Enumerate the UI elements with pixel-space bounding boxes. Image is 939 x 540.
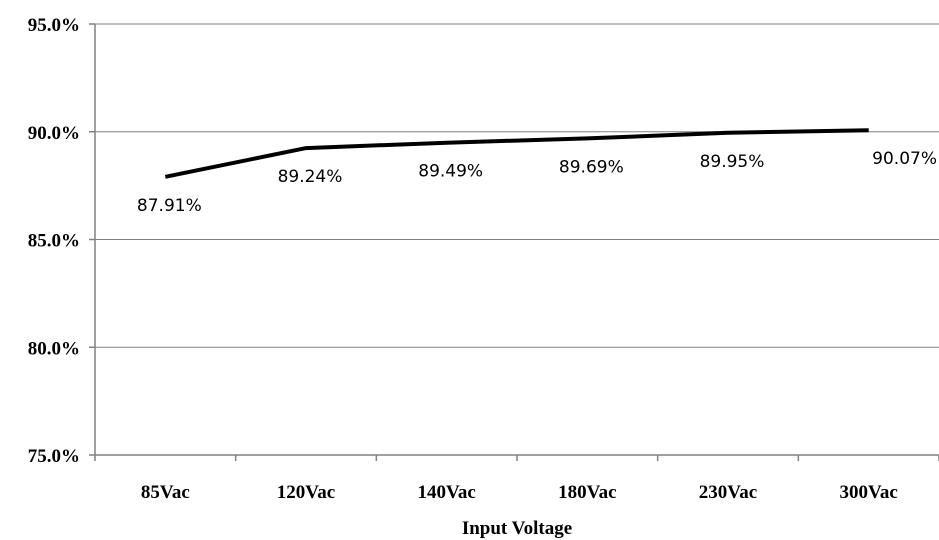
x-tick-label: 120Vac xyxy=(277,482,335,503)
data-labels: 87.91% 89.24% 89.49% 89.69% 89.95% 90.07% xyxy=(137,149,937,216)
y-tick-label: 85.0% xyxy=(28,231,80,252)
x-tick-label: 300Vac xyxy=(839,482,897,503)
x-tick-label: 140Vac xyxy=(417,482,475,503)
data-label: 90.07% xyxy=(872,149,937,169)
data-label: 89.69% xyxy=(559,157,624,177)
gridlines xyxy=(89,23,939,461)
x-tick-labels: 85Vac 120Vac 140Vac 180Vac 230Vac 300Vac xyxy=(141,482,898,503)
data-label: 87.91% xyxy=(137,196,202,216)
y-tick-label: 80.0% xyxy=(28,338,80,359)
x-tick-label: 180Vac xyxy=(558,482,616,503)
x-tick-label: 85Vac xyxy=(141,482,190,503)
y-tick-label: 95.0% xyxy=(28,15,80,36)
y-tick-labels: 75.0% 80.0% 85.0% 90.0% 95.0% xyxy=(28,15,80,467)
y-tick-label: 75.0% xyxy=(28,446,80,467)
data-label: 89.49% xyxy=(418,162,483,182)
data-label: 89.24% xyxy=(278,167,343,187)
x-axis-title: Input Voltage xyxy=(462,518,572,539)
data-label: 89.95% xyxy=(700,152,765,172)
series-line xyxy=(164,128,869,179)
x-tick-label: 230Vac xyxy=(699,482,757,503)
y-tick-label: 90.0% xyxy=(28,123,80,144)
